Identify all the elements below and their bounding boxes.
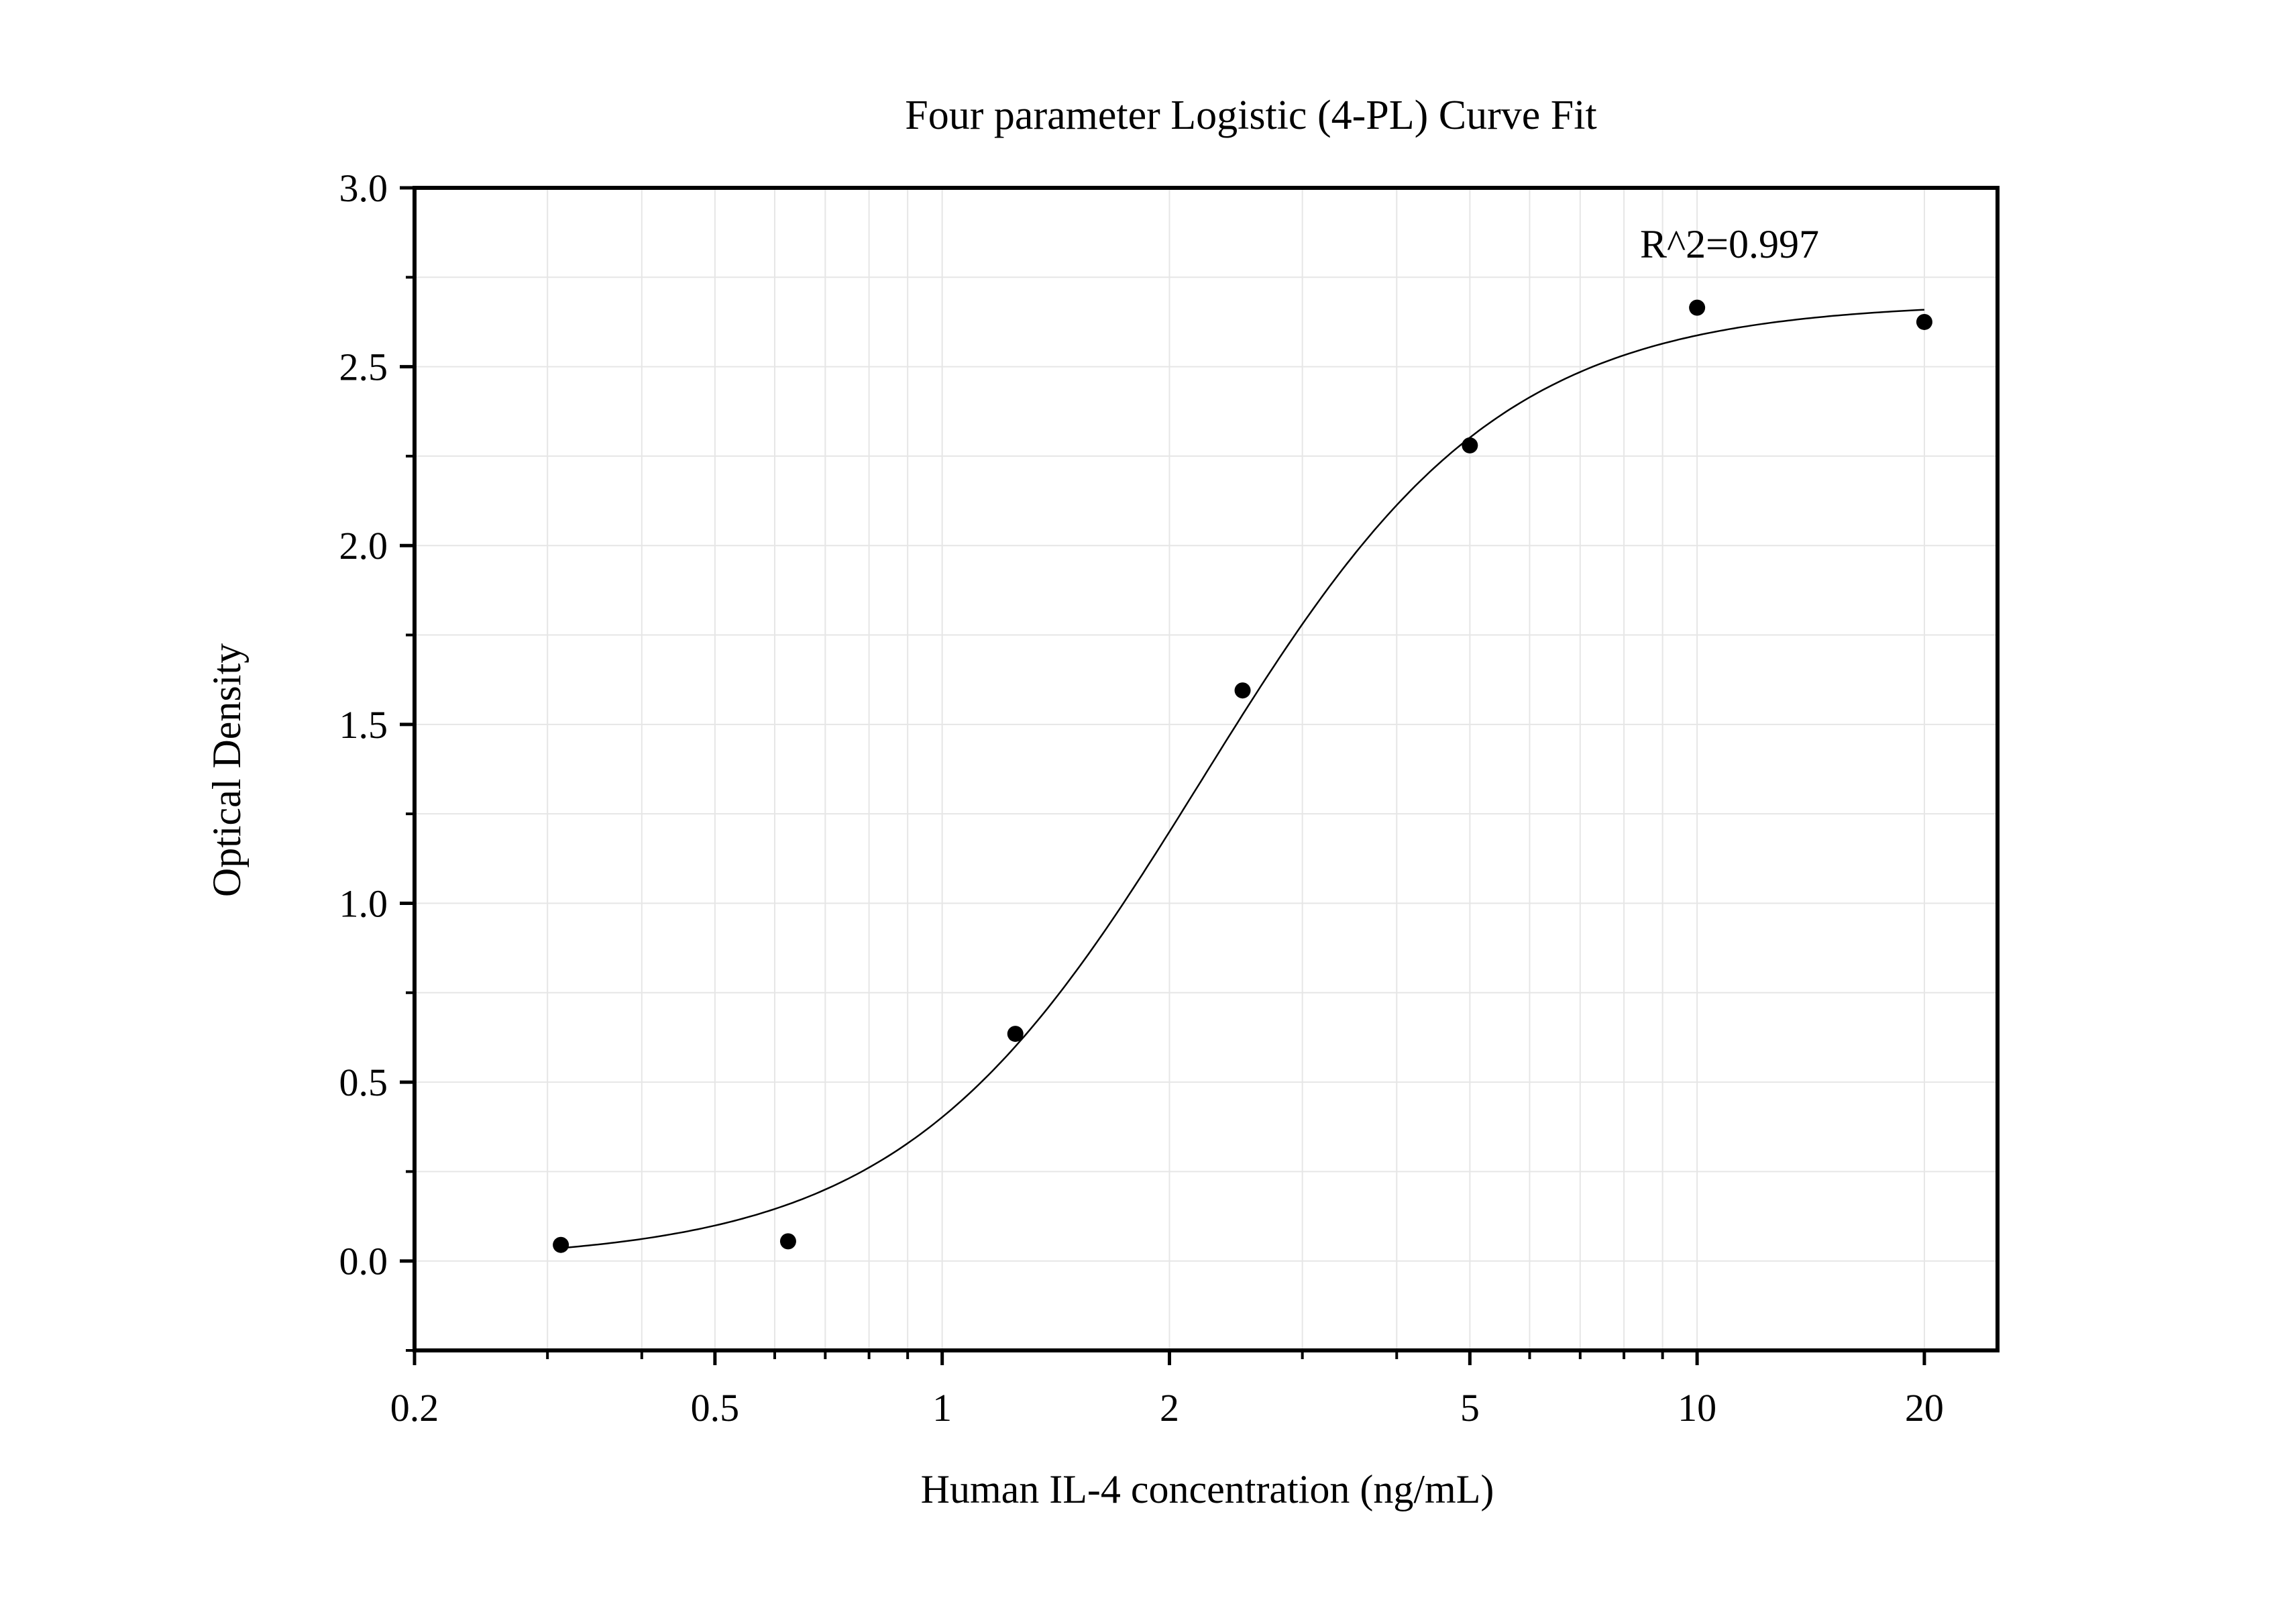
x-tick-label: 0.5 <box>691 1386 740 1430</box>
data-points <box>553 299 1932 1253</box>
data-point <box>1462 437 1478 453</box>
data-point <box>1007 1026 1024 1042</box>
r-squared-annotation: R^2=0.997 <box>1640 222 1819 266</box>
x-tick-label: 2 <box>1160 1386 1179 1430</box>
y-axis-label: Optical Density <box>205 643 249 897</box>
data-point <box>553 1236 569 1253</box>
x-tick-label: 0.2 <box>390 1386 439 1430</box>
fit-curve <box>561 309 1924 1249</box>
data-point <box>1234 682 1251 699</box>
y-tick-label: 3.0 <box>339 166 388 210</box>
y-tick-label: 1.5 <box>339 703 388 747</box>
data-point <box>1689 299 1706 316</box>
y-axis-ticks: 0.0 0.5 1.0 1.5 2.0 2.5 3.0 <box>339 166 415 1352</box>
grid <box>415 188 1998 1350</box>
x-axis-label: Human IL-4 concentration (ng/mL) <box>921 1467 1494 1511</box>
y-tick-label: 2.0 <box>339 524 388 568</box>
x-tick-label: 20 <box>1905 1386 1944 1430</box>
data-point <box>1916 313 1932 330</box>
x-axis-ticks: 0.2 0.5 1 2 5 10 20 <box>390 1350 1944 1430</box>
y-tick-label: 2.5 <box>339 345 388 389</box>
chart-title: Four parameter Logistic (4-PL) Curve Fit <box>905 93 1596 138</box>
y-tick-label: 0.5 <box>339 1061 388 1104</box>
y-tick-label: 0.0 <box>339 1240 388 1283</box>
x-tick-label: 10 <box>1678 1386 1716 1430</box>
x-tick-label: 1 <box>932 1386 952 1430</box>
plot-frame <box>413 186 2000 1352</box>
y-tick-label: 1.0 <box>339 881 388 925</box>
data-point <box>779 1233 796 1250</box>
x-tick-label: 5 <box>1460 1386 1480 1430</box>
